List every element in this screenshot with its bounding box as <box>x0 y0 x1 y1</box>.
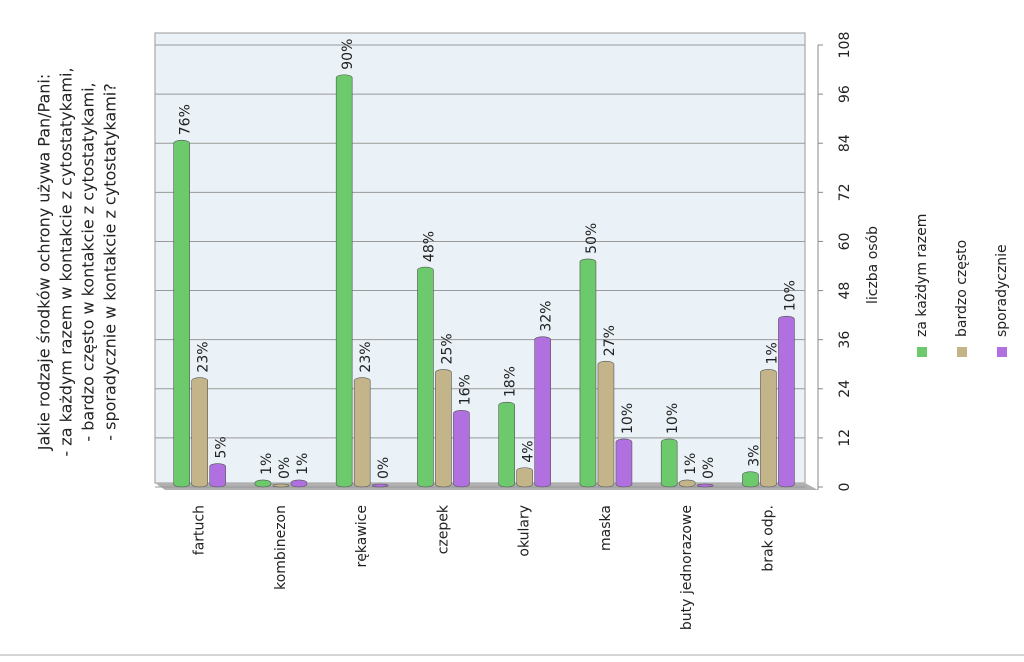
x-tick-label: kombinezon <box>273 505 289 590</box>
bar <box>615 438 633 488</box>
data-label: 50% <box>584 223 600 254</box>
bar <box>516 467 533 488</box>
data-label: 10% <box>665 403 681 434</box>
legend-swatch <box>957 347 967 357</box>
legend-label: bardzo często <box>954 240 970 337</box>
bar <box>453 410 470 488</box>
data-label: 10% <box>782 280 798 311</box>
data-label: 4% <box>521 440 537 462</box>
bar <box>290 479 308 488</box>
y-axis-label: liczba osób <box>865 226 881 304</box>
legend-swatch <box>997 347 1007 357</box>
chart-title: - bardzo często w kontakcie z cytostatyk… <box>79 82 98 441</box>
y-tick-label: 72 <box>837 183 853 201</box>
data-label: 16% <box>457 374 473 405</box>
data-label: 5% <box>214 436 230 458</box>
y-tick-label: 36 <box>837 331 853 349</box>
data-label: 18% <box>503 366 519 397</box>
legend-label: sporadycznie <box>994 244 1010 337</box>
x-tick-label: rękawice <box>354 505 370 567</box>
data-label: 23% <box>196 341 212 372</box>
bar <box>191 377 208 488</box>
data-label: 48% <box>421 231 437 262</box>
data-label: 76% <box>178 104 194 135</box>
data-label: 0% <box>277 457 293 479</box>
bar <box>335 74 353 488</box>
bar <box>579 258 597 488</box>
y-tick-label: 0 <box>837 483 853 492</box>
data-label: 23% <box>358 341 374 372</box>
data-label: 32% <box>539 301 555 332</box>
data-label: 27% <box>602 325 618 356</box>
chart-title: - sporadycznie w kontakcie z cytostatyka… <box>101 83 120 440</box>
y-tick-label: 24 <box>837 380 853 398</box>
legend-label: za każdym razem <box>914 214 930 337</box>
data-label: 1% <box>764 342 780 364</box>
bar <box>696 483 714 488</box>
data-label: 1% <box>295 453 311 475</box>
bar <box>498 401 515 488</box>
x-tick-label: czepek <box>435 504 451 554</box>
bar <box>353 377 371 488</box>
x-tick-label: brak odp. <box>760 505 776 572</box>
bar <box>742 471 759 488</box>
back-wall <box>154 32 806 484</box>
bar <box>435 369 452 488</box>
x-tick-label: maska <box>598 505 614 551</box>
y-tick-label: 48 <box>837 282 853 300</box>
y-tick-label: 84 <box>837 134 853 152</box>
bar <box>254 479 272 488</box>
data-label: 1% <box>259 453 275 475</box>
y-tick-label: 12 <box>837 429 853 447</box>
y-tick-label: 96 <box>837 85 853 103</box>
y-tick-label: 108 <box>837 32 853 59</box>
data-label: 3% <box>746 445 762 467</box>
legend-swatch <box>917 347 927 357</box>
bar <box>173 139 190 488</box>
bar <box>597 360 615 488</box>
bar <box>272 483 290 488</box>
bar <box>534 336 551 488</box>
chart-title: - za każdym razem w kontakcie z cytostat… <box>57 67 76 456</box>
data-label: 0% <box>376 457 392 479</box>
y-tick-label: 60 <box>837 233 853 251</box>
data-label: 1% <box>683 453 699 475</box>
bar <box>678 479 696 488</box>
bar <box>660 438 678 488</box>
data-label: 90% <box>340 39 356 70</box>
bar <box>760 369 777 488</box>
bar <box>417 266 434 488</box>
x-tick-label: buty jednorazowe <box>679 505 695 630</box>
data-label: 10% <box>620 403 636 434</box>
bar <box>209 463 226 488</box>
bar <box>778 315 795 488</box>
chart-title: Jakie rodzaje środków ochrony używa Pan/… <box>35 74 54 451</box>
bar <box>371 483 389 488</box>
x-tick-label: okulary <box>517 505 533 557</box>
data-label: 25% <box>439 333 455 364</box>
data-label: 0% <box>701 457 717 479</box>
x-tick-label: fartuch <box>192 505 208 555</box>
